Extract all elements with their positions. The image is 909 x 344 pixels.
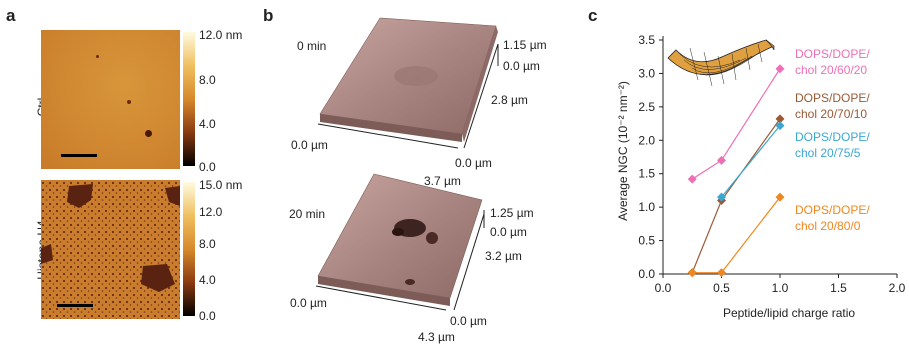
- legend-line: chol 20/80/0: [795, 219, 861, 233]
- series-line-4: [692, 196, 781, 274]
- ctrl-spot: [127, 100, 131, 104]
- ctrl-afm-image: [41, 30, 180, 169]
- series-line-1: [691, 68, 781, 180]
- legend-series-3: DOPS/DOPE/ chol 20/75/5: [795, 129, 870, 161]
- x-tick-label: 1.0: [772, 281, 789, 295]
- b0-y-len: 2.8 µm: [491, 93, 528, 107]
- b20-y-zero: 0.0 µm: [450, 314, 487, 328]
- data-point: [775, 192, 785, 202]
- y-tick-label: 1.0: [638, 200, 655, 214]
- ctrl-cbar-tick: 4.0: [199, 117, 216, 131]
- y-tick-label: 2.0: [638, 133, 655, 147]
- legend-line: DOPS/DOPE/: [795, 47, 870, 61]
- h4-cbar-tick: 15.0 nm: [199, 178, 243, 192]
- h4-scale-bar: [57, 304, 93, 307]
- data-point: [687, 174, 697, 184]
- ctrl-spot: [96, 55, 99, 58]
- h4-cbar-tick: 4.0: [199, 273, 216, 287]
- legend-series-1: DOPS/DOPE/ chol 20/60/20: [795, 46, 870, 78]
- x-tick-label: 1.5: [830, 281, 847, 295]
- b0-x-len: 3.7 µm: [424, 174, 461, 188]
- h4-afm-image: [41, 180, 180, 319]
- y-tick-label: 0.0: [638, 267, 655, 281]
- legend-line: chol 20/60/20: [795, 63, 868, 77]
- b20-time-label: 20 min: [289, 207, 326, 221]
- b0-z-top: 1.15 µm: [503, 38, 547, 52]
- ctrl-cbar-tick: 0.0: [199, 160, 216, 174]
- legend-line: chol 20/75/5: [795, 146, 861, 160]
- h4-texture: [41, 180, 180, 319]
- b0-z-zero: 0.0 µm: [503, 59, 540, 73]
- y-tick-label: 3.5: [638, 33, 655, 47]
- b0-y-zero: 0.0 µm: [455, 156, 492, 170]
- data-point: [775, 64, 785, 74]
- legend-line: DOPS/DOPE/: [795, 91, 870, 105]
- x-tick-label: 2.0: [889, 281, 906, 295]
- x-tick-label: 0.0: [655, 281, 672, 295]
- series-line-3: [721, 125, 781, 198]
- ctrl-colorbar: [183, 32, 195, 166]
- b20-x-len: 4.3 µm: [418, 330, 455, 344]
- y-tick-label: 3.0: [638, 66, 655, 80]
- data-point: [717, 192, 726, 202]
- b20-z-top: 1.25 µm: [490, 206, 534, 220]
- h4-cbar-tick: 0.0: [199, 309, 216, 323]
- x-tick-label: 0.5: [713, 281, 730, 295]
- data-point: [687, 268, 697, 278]
- surface-20min: [315, 173, 485, 311]
- b20-z-zero: 0.0 µm: [490, 225, 527, 239]
- b0-origin: 0.0 µm: [291, 138, 328, 152]
- legend-line: chol 20/70/10: [795, 107, 868, 121]
- ctrl-scale-bar: [61, 154, 97, 157]
- data-point: [717, 155, 726, 165]
- h4-cbar-tick: 8.0: [199, 237, 216, 251]
- chart-xlabel: Peptide/lipid charge ratio: [722, 306, 856, 320]
- b0-time-label: 0 min: [297, 39, 327, 53]
- y-tick-label: 0.5: [638, 234, 655, 248]
- saddle-surface-icon: [667, 39, 775, 87]
- data-point: [775, 121, 785, 131]
- h4-cbar-tick: 12.0: [199, 205, 223, 219]
- data-point: [717, 268, 726, 278]
- b20-origin: 0.0 µm: [290, 296, 327, 310]
- legend-line: DOPS/DOPE/: [795, 130, 870, 144]
- chart-series: [687, 64, 785, 278]
- h4-colorbar: [183, 182, 195, 316]
- ctrl-cbar-tick: 12.0 nm: [199, 28, 243, 42]
- surface-0min: [317, 17, 499, 149]
- panel-c-label: c: [588, 6, 598, 25]
- legend-line: DOPS/DOPE/: [795, 203, 870, 217]
- panel-a-label: a: [6, 6, 16, 25]
- b20-y-len: 3.2 µm: [485, 249, 522, 263]
- ctrl-spot: [145, 130, 152, 137]
- legend-series-2: DOPS/DOPE/ chol 20/70/10: [795, 90, 870, 122]
- panel-b-label: b: [263, 6, 274, 25]
- y-tick-label: 2.5: [638, 100, 655, 114]
- data-point: [775, 114, 785, 124]
- y-tick-label: 1.5: [638, 167, 655, 181]
- ctrl-cbar-tick: 8.0: [199, 73, 216, 87]
- chart-axes: 0.0 0.5 1.0 1.5 2.0 0.0 0.5 1.0 1.5 2.0 2.5 3.0 3.5: [638, 33, 905, 295]
- legend-series-4: DOPS/DOPE/ chol 20/80/0: [795, 202, 870, 234]
